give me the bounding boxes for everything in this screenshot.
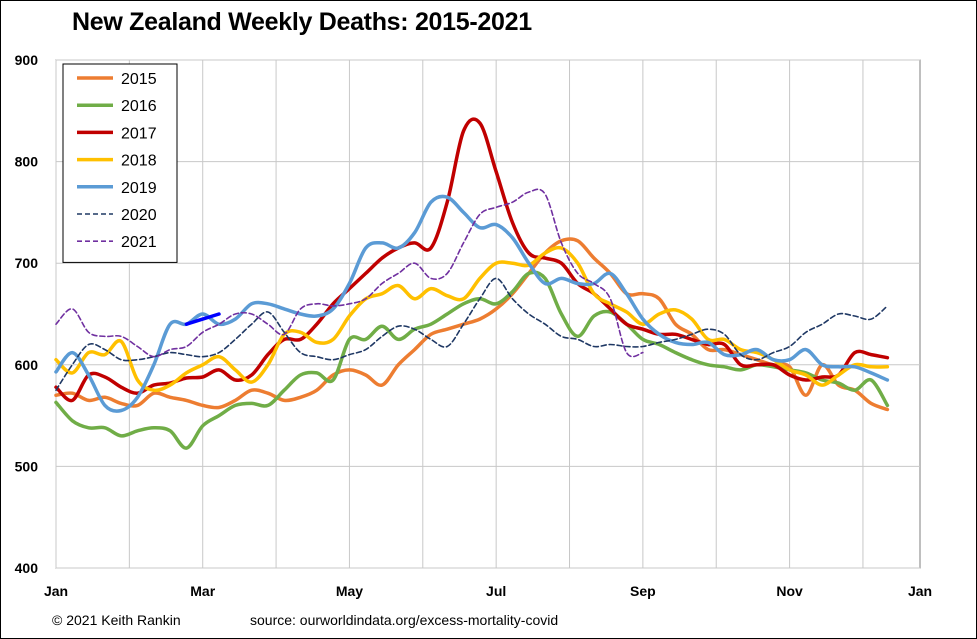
x-tick-label: Jan <box>908 583 932 599</box>
legend-label-2018: 2018 <box>121 153 157 170</box>
y-tick-label: 900 <box>15 52 39 68</box>
legend-label-2019: 2019 <box>121 180 157 197</box>
y-tick-label: 700 <box>15 255 39 271</box>
x-tick-label: Sep <box>630 583 656 599</box>
series-line-2017 <box>54 117 890 403</box>
legend-label-2016: 2016 <box>121 98 157 115</box>
x-tick-label: Nov <box>776 583 803 599</box>
legend-label-2015: 2015 <box>121 71 157 88</box>
x-tick-label: Mar <box>190 583 215 599</box>
y-tick-label: 400 <box>15 560 39 576</box>
x-tick-label: May <box>336 583 363 599</box>
chart-title: New Zealand Weekly Deaths: 2015-2021 <box>72 8 532 36</box>
series-line-2018 <box>54 245 890 393</box>
series-line-2021 <box>55 188 644 358</box>
y-tick-label: 600 <box>15 357 39 373</box>
legend-label-2020: 2020 <box>121 207 157 224</box>
y-tick-label: 800 <box>15 154 39 170</box>
legend-label-2017: 2017 <box>121 125 157 142</box>
grid-lines <box>55 59 921 569</box>
source-note: source: ourworldindata.org/excess-mortal… <box>250 612 559 628</box>
legend-label-2021: 2021 <box>121 234 157 251</box>
series-line-2019 <box>54 194 890 413</box>
copyright-note: © 2021 Keith Rankin <box>52 612 181 628</box>
x-tick-label: Jan <box>44 583 68 599</box>
series-line-2020 <box>55 277 889 391</box>
series-line-2015 <box>54 237 890 412</box>
legend-box <box>62 63 178 263</box>
axes: 400 500 600 700 800 900 Jan Mar May Jul Sep Nov Jan <box>15 52 932 599</box>
legend: 2015 2016 2017 2018 2019 2020 2021 <box>62 63 178 263</box>
x-tick-label: Jul <box>486 583 506 599</box>
y-tick-label: 500 <box>15 458 39 474</box>
highlight-segment <box>184 312 221 326</box>
series-layer <box>54 117 890 450</box>
